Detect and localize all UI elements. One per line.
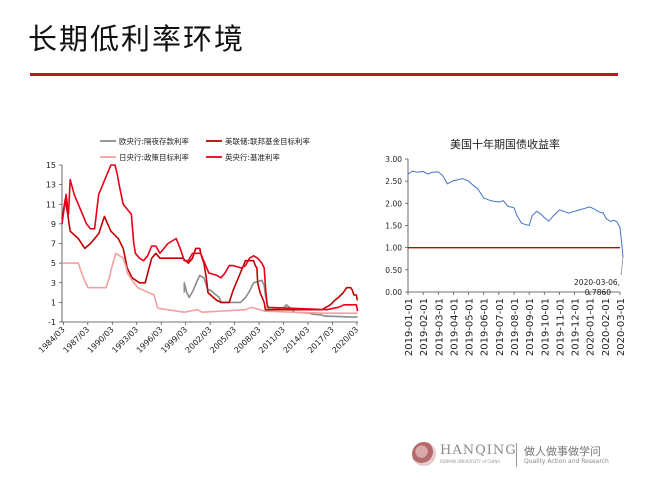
chart2-x-tick-label: 2019-05-01: [465, 298, 476, 356]
chart1-y-tick-label: 11: [46, 200, 56, 209]
chart2-x-tick-label: 2020-02-01: [601, 298, 612, 356]
chart1-legend-label: 美联储:联邦基金目标利率: [225, 136, 311, 146]
chart2-y-tick-label: 3.00: [385, 155, 402, 164]
chart2-y-tick-label: 2.50: [385, 177, 402, 186]
chart1-legend-label: 英央行:基准利率: [225, 152, 281, 162]
chart1-y-tick-label: -1: [48, 318, 56, 327]
page-title: 长期低利率环境: [28, 22, 246, 56]
chart1-series-line-2: [62, 252, 358, 314]
chart2-x-tick-label: 2020-01-01: [586, 298, 597, 356]
title-divider: [30, 73, 618, 76]
chart2-x-tick-label: 2019-12-01: [571, 298, 582, 356]
chart1-y-tick-label: 1: [51, 298, 56, 307]
chart1-x-tick-label: 2020/03: [330, 325, 360, 355]
chart1-legend-label: 欧央行:隔夜存款利率: [119, 136, 190, 146]
chart2-x-tick-label: 2019-11-01: [555, 298, 566, 356]
chart2-x-tick-label: 2019-09-01: [525, 298, 536, 356]
chart2-x-tick-label: 2019-08-01: [510, 298, 521, 356]
brand-subtitle: RENMIN UNIVERSITY of CHINA: [440, 459, 501, 464]
chart1-series-line-3: [61, 164, 359, 312]
chart2-annotation-date: 2020-03-06,: [574, 278, 620, 287]
chart2-x-tick-label: 2019-04-01: [449, 298, 460, 356]
chart2-x-tick-label: 2019-02-01: [419, 298, 430, 356]
chart1-y-tick-label: 13: [46, 181, 56, 190]
chart2-y-tick-label: 2.00: [385, 199, 402, 208]
chart1-y-tick-label: 7: [51, 240, 56, 249]
chart1-series-line-1: [61, 198, 358, 311]
chart2-x-tick-label: 2019-01-01: [404, 298, 415, 356]
brand-name: HANQING: [440, 443, 517, 458]
chart2-y-tick-label: 1.00: [385, 244, 402, 253]
chart1-y-tick-label: 15: [46, 161, 56, 170]
chart2-x-tick-label: 2019-06-01: [480, 298, 491, 356]
chart2-y-tick-label: 0.50: [385, 266, 402, 275]
chart2-x-tick-label: 2019-07-01: [495, 298, 506, 356]
chart2-series-line: [407, 170, 624, 258]
chart2-annotation-leader: [620, 257, 624, 276]
chart2-x-tick-label: 2020-03-01: [616, 298, 627, 356]
chart1-series: [61, 164, 359, 318]
chart2-y-tick-label: 0.00: [385, 288, 402, 297]
chart2-series: 2020-03-06,0.7860: [407, 170, 624, 297]
chart1-y-tick-label: 3: [51, 279, 56, 288]
chart2-annotation-value: 0.7860: [585, 288, 611, 297]
chart2-x-tick-label: 2019-03-01: [434, 298, 445, 356]
chart1-y-tick-label: 9: [51, 220, 56, 229]
us10y-yield-chart: 美国十年期国债收益率 0.00 0.50 1.00 1.50 2.00 2.50 3.00 2…: [385, 137, 627, 356]
footer-logo: HANQING RENMIN UNIVERSITY of CHINA 做人做事做…: [412, 440, 622, 472]
chart1-axes: -1135791113151984/031987/031990/031993/0…: [37, 161, 360, 355]
footer-divider: [516, 443, 517, 467]
chart2-title: 美国十年期国债收益率: [450, 137, 560, 151]
university-seal-icon: [412, 442, 436, 466]
chart1-legend-label: 日央行:政策目标利率: [119, 152, 190, 162]
slogan-english: Quality Action and Research: [524, 458, 609, 465]
chart1-y-tick-label: 5: [51, 259, 56, 268]
chart2-x-tick-label: 2019-10-01: [540, 298, 551, 356]
slogan-chinese: 做人做事做学问: [524, 445, 601, 458]
chart2-y-tick-label: 1.50: [385, 222, 402, 231]
